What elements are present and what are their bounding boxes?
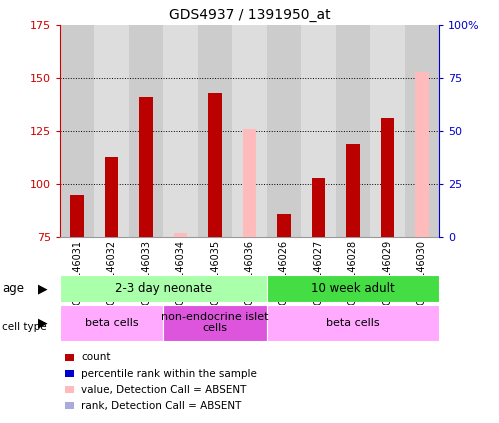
Bar xyxy=(94,25,129,237)
Bar xyxy=(139,97,153,237)
Bar xyxy=(60,305,163,341)
Bar xyxy=(311,178,325,237)
Text: 2-3 day neonate: 2-3 day neonate xyxy=(115,282,212,295)
Bar xyxy=(129,25,163,237)
Bar xyxy=(70,195,84,237)
Bar xyxy=(301,25,336,237)
Bar xyxy=(267,25,301,237)
Text: rank, Detection Call = ABSENT: rank, Detection Call = ABSENT xyxy=(81,401,242,411)
Bar xyxy=(405,25,439,237)
Text: age: age xyxy=(2,282,24,295)
Text: non-endocrine islet
cells: non-endocrine islet cells xyxy=(161,312,269,333)
Title: GDS4937 / 1391950_at: GDS4937 / 1391950_at xyxy=(169,8,330,22)
Bar xyxy=(60,275,267,302)
Bar xyxy=(267,275,439,302)
Bar xyxy=(163,305,267,341)
Text: ▶: ▶ xyxy=(37,316,47,329)
Text: value, Detection Call = ABSENT: value, Detection Call = ABSENT xyxy=(81,385,247,395)
Bar xyxy=(381,118,394,237)
Bar xyxy=(163,25,198,237)
Text: cell type: cell type xyxy=(2,322,47,332)
Bar xyxy=(243,129,256,237)
Text: 10 week adult: 10 week adult xyxy=(311,282,395,295)
Text: beta cells: beta cells xyxy=(326,318,380,327)
Text: percentile rank within the sample: percentile rank within the sample xyxy=(81,368,257,379)
Bar xyxy=(370,25,405,237)
Bar xyxy=(174,233,188,237)
Text: beta cells: beta cells xyxy=(85,318,138,327)
Bar xyxy=(232,25,267,237)
Bar xyxy=(277,214,291,237)
Bar xyxy=(267,305,439,341)
Bar xyxy=(105,157,118,237)
Bar xyxy=(208,93,222,237)
Bar xyxy=(415,72,429,237)
Text: count: count xyxy=(81,352,111,363)
Bar xyxy=(336,25,370,237)
Text: ▶: ▶ xyxy=(37,282,47,295)
Bar xyxy=(60,25,94,237)
Bar xyxy=(198,25,232,237)
Bar xyxy=(346,144,360,237)
